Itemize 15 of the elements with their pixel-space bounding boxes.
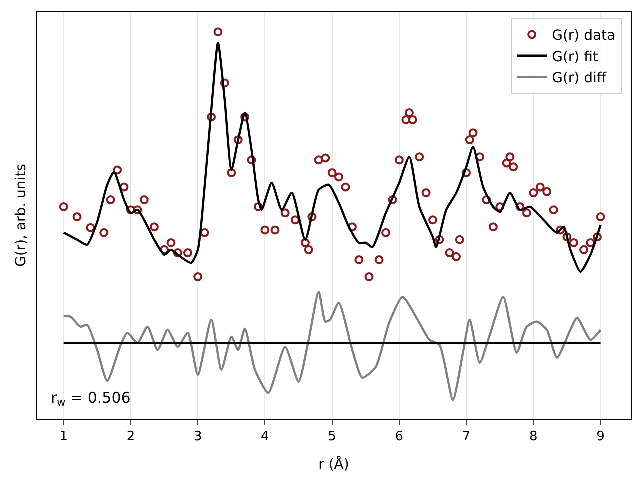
x-tick-label: 7: [462, 430, 471, 445]
y-axis-title: G(r), arb. units: [14, 164, 30, 267]
x-axis-title: r (Å): [318, 456, 350, 473]
annotation: r$_{w}$ = 0.506: [51, 389, 131, 410]
x-tick-label: 8: [530, 430, 538, 445]
x-tick-label: 5: [328, 430, 336, 445]
legend-label: G(r) diff: [552, 70, 607, 87]
x-tick-label: 9: [596, 430, 605, 445]
x-tick-label: 3: [194, 430, 202, 445]
legend-label: G(r) data: [552, 28, 616, 44]
x-tick-label: 1: [60, 430, 68, 445]
x-tick-label: 4: [261, 430, 270, 445]
x-tick-label: 2: [126, 430, 136, 445]
x-tick-label: 6: [395, 430, 404, 445]
legend-label: G(r) fit: [552, 49, 599, 66]
